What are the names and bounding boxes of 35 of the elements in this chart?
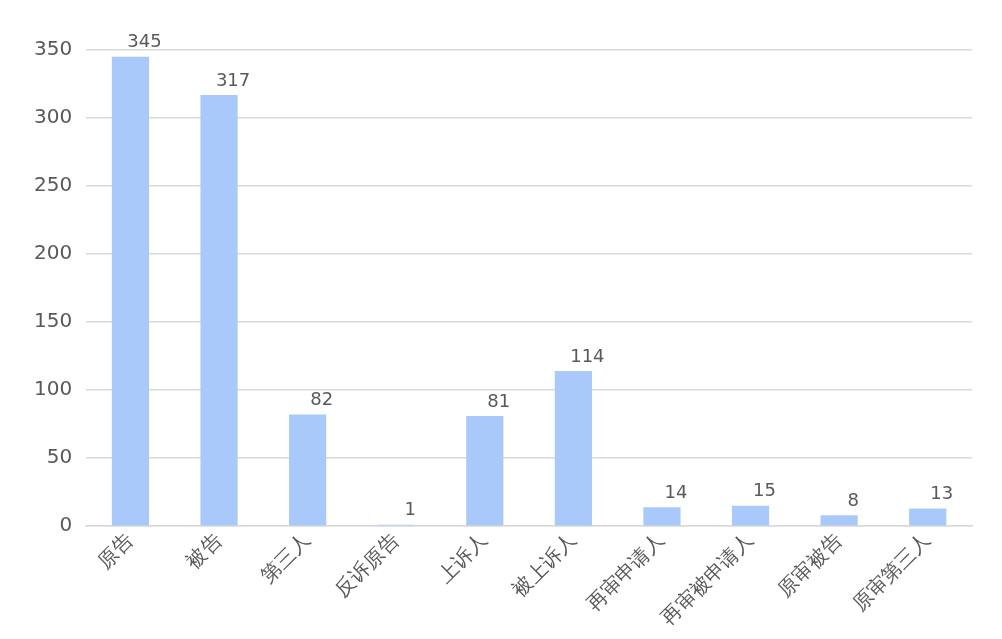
data-label: 82 [310, 388, 334, 410]
y-tick-label: 250 [33, 172, 73, 197]
x-tick-label: 第三人 [255, 527, 315, 588]
y-tick-label: 150 [33, 308, 73, 333]
bar [909, 508, 947, 526]
data-label: 114 [570, 344, 605, 366]
bar [820, 515, 858, 526]
y-tick-label: 200 [33, 240, 73, 265]
data-label: 8 [847, 488, 859, 510]
bar [554, 371, 592, 526]
x-tick-label: 原告 [92, 527, 138, 574]
data-label: 317 [215, 68, 251, 90]
bar [289, 414, 327, 526]
data-label: 15 [753, 479, 776, 501]
data-label: 13 [930, 482, 954, 504]
y-tick-label: 350 [33, 36, 73, 61]
bar [643, 507, 681, 526]
data-label: 1 [404, 498, 416, 520]
bar [200, 94, 238, 526]
x-tick-label: 被告 [181, 527, 227, 574]
data-label: 81 [487, 389, 511, 411]
bar [466, 415, 504, 526]
y-tick-label: 300 [33, 104, 73, 129]
y-tick-label: 0 [59, 512, 73, 537]
x-tick-label: 被上诉人 [507, 527, 581, 602]
x-tick-label: 上诉人 [432, 527, 493, 588]
x-tick-label: 反诉原告 [329, 527, 404, 602]
bar [731, 505, 770, 526]
y-tick-label: 100 [33, 376, 73, 401]
data-label: 345 [127, 30, 162, 52]
x-tick-label: 原审被告 [772, 527, 847, 602]
y-tick-label: 50 [46, 444, 73, 469]
x-tick-label: 原审第三人 [847, 527, 935, 616]
bar [111, 56, 150, 526]
data-label: 14 [664, 480, 688, 502]
